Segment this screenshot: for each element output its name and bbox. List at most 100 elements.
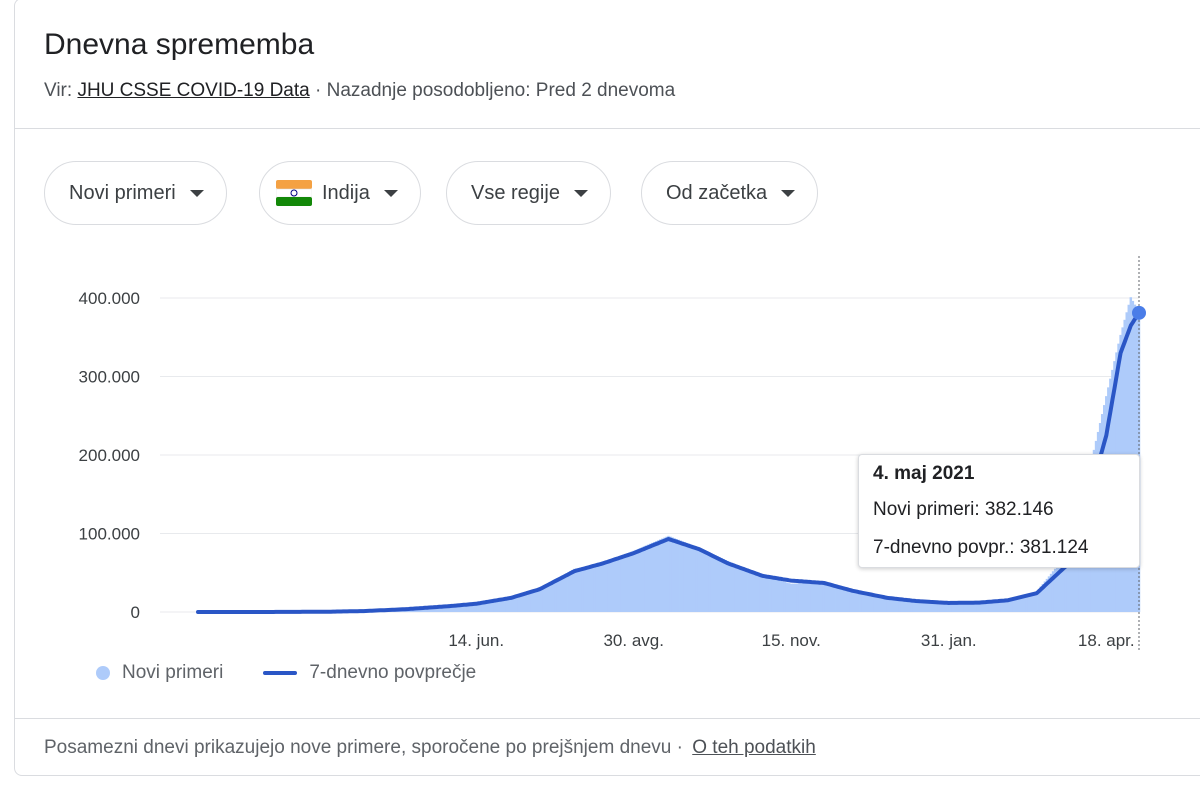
daily-bar <box>751 571 754 612</box>
daily-bar <box>540 587 543 612</box>
daily-bar <box>599 562 603 612</box>
daily-bar <box>812 582 815 612</box>
daily-bar <box>818 582 822 612</box>
daily-bar <box>963 603 967 612</box>
daily-bar <box>536 589 539 612</box>
daily-bar <box>458 604 462 612</box>
tooltip-date: 4. maj 2021 <box>873 463 975 484</box>
daily-bar <box>487 601 490 612</box>
daily-bar <box>759 575 762 612</box>
daily-bar <box>814 582 818 612</box>
source-link[interactable]: JHU CSSE COVID-19 Data <box>77 80 310 101</box>
footer-note: Posamezni dnevi prikazujejo nove primere… <box>44 737 672 758</box>
region-dropdown[interactable]: Vse regije <box>446 161 611 225</box>
daily-bar <box>783 582 787 612</box>
daily-bar <box>734 564 738 612</box>
daily-bar <box>640 547 644 612</box>
daily-bar <box>900 598 903 612</box>
daily-bar <box>916 600 920 612</box>
daily-bar <box>896 597 899 612</box>
daily-bar <box>888 596 891 612</box>
daily-bar <box>691 545 695 612</box>
daily-bar <box>742 567 746 612</box>
daily-bar <box>1072 539 1075 612</box>
daily-bar <box>562 574 566 612</box>
daily-bar <box>951 603 955 612</box>
daily-bar <box>1031 592 1034 612</box>
daily-bar <box>767 577 770 612</box>
hover-point-marker <box>1132 305 1146 320</box>
daily-bar <box>1070 548 1073 612</box>
daily-bar <box>710 553 713 612</box>
daily-bar <box>1037 589 1040 612</box>
daily-bar <box>589 565 592 612</box>
daily-bar <box>620 555 623 612</box>
daily-bar <box>479 602 482 612</box>
daily-bar <box>722 559 725 612</box>
range-dropdown[interactable]: Od začetka <box>641 161 819 225</box>
daily-bar <box>614 557 617 612</box>
x-tick-label: 31. jan. <box>921 631 977 650</box>
metric-dropdown[interactable]: Novi primeri <box>44 161 227 225</box>
daily-bar <box>1062 558 1065 612</box>
cases-chart[interactable]: 0 100.000 200.000 300.000 400.000 14. jun. 30.… <box>0 240 1200 660</box>
daily-bar <box>1000 600 1004 612</box>
daily-bar <box>753 572 756 612</box>
daily-bar <box>665 536 668 612</box>
x-tick-label: 15. nov. <box>762 631 821 650</box>
metric-label: Novi primeri <box>69 181 176 204</box>
daily-bar <box>806 582 809 612</box>
daily-bar <box>704 550 707 612</box>
daily-bar <box>669 536 672 612</box>
daily-bar <box>1053 568 1057 612</box>
daily-bar <box>708 552 711 612</box>
daily-bar <box>587 565 590 612</box>
daily-bar <box>869 594 873 612</box>
tooltip-average: 7-dnevno povpr.: 381.124 <box>873 537 1089 558</box>
daily-bar <box>873 594 877 612</box>
daily-bar <box>460 604 464 612</box>
daily-bar <box>922 601 926 612</box>
daily-bar <box>943 602 946 612</box>
daily-bar <box>454 605 457 612</box>
daily-bar <box>745 568 748 612</box>
daily-bar <box>538 588 541 612</box>
daily-bar <box>509 597 513 612</box>
daily-bar <box>953 603 957 612</box>
daily-bar <box>552 580 556 612</box>
source-prefix: Vir: <box>44 80 78 101</box>
daily-bar <box>481 602 484 612</box>
daily-bar <box>560 575 564 612</box>
daily-bar <box>826 583 830 612</box>
daily-bar <box>489 600 492 612</box>
daily-bar <box>978 603 981 612</box>
daily-bar <box>765 577 768 612</box>
daily-bar <box>667 535 670 612</box>
daily-bar <box>1039 586 1043 612</box>
daily-bar <box>702 549 705 612</box>
daily-bar <box>530 590 533 612</box>
daily-bar <box>1017 597 1020 612</box>
caret-down-icon <box>573 189 588 197</box>
daily-bar <box>894 597 897 612</box>
daily-bar <box>980 603 983 612</box>
daily-bar <box>429 607 433 612</box>
legend-line-swatch <box>263 671 298 675</box>
daily-bar <box>832 585 836 612</box>
daily-bar <box>875 594 879 612</box>
daily-bar <box>785 582 789 612</box>
daily-bar <box>949 603 953 612</box>
daily-bar <box>456 604 460 612</box>
daily-bar <box>593 564 597 612</box>
country-dropdown[interactable]: Indija <box>259 161 421 225</box>
daily-bar <box>440 606 443 612</box>
daily-bar <box>718 557 721 612</box>
header-divider <box>14 128 1200 129</box>
daily-bar <box>828 584 832 612</box>
daily-bar <box>438 606 441 612</box>
daily-bar <box>925 601 928 612</box>
about-data-link[interactable]: O teh podatkih <box>692 737 816 758</box>
daily-bar <box>636 549 640 612</box>
daily-bar <box>927 601 930 612</box>
daily-bar <box>929 601 932 612</box>
